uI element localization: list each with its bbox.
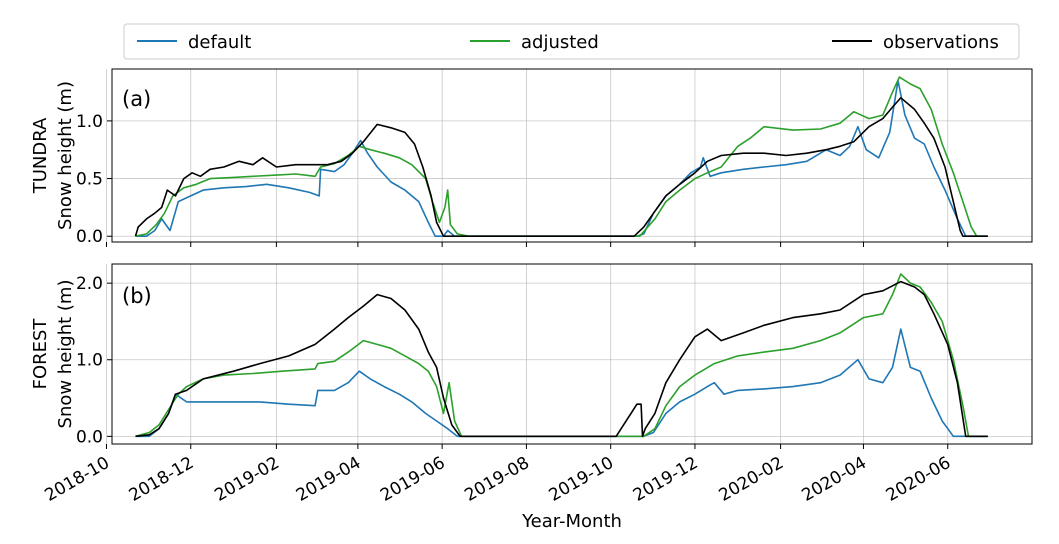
x-tick-label: 2019-12	[630, 453, 702, 506]
y-tick-label: 2.0	[76, 274, 103, 294]
series-line-tundra-observations	[134, 97, 988, 237]
x-tick-label: 2019-08	[461, 453, 533, 506]
panel-tundra-x-tick-marks	[105, 242, 949, 247]
x-tick-label: 2019-10	[546, 453, 618, 506]
panel-tundra-ylabel-line1: TUNDRA	[30, 117, 51, 194]
x-tick-labels: 2018-10 2018-12 2019-02 2019-04 2019-06 2019-…	[41, 453, 954, 506]
x-axis-title: Year-Month	[521, 511, 622, 532]
y-tick-label: 0.0	[76, 227, 103, 247]
y-tick-label: 1.0	[76, 351, 103, 371]
legend-label-observations: observations	[883, 32, 999, 53]
y-tick-label: 0.0	[76, 427, 103, 447]
panel-forest-ylabel-line1: FOREST	[30, 318, 51, 390]
legend-label-default: default	[188, 32, 251, 53]
panel-tundra-ylabel-line2: Snow height (m)	[55, 81, 76, 230]
panel-tundra-y-ticks: 0.0 0.5 1.0	[76, 112, 112, 247]
y-tick-label: 0.5	[76, 170, 103, 190]
panel-forest-series	[135, 273, 988, 438]
series-line-forest-default	[135, 328, 988, 438]
x-tick-label: 2020-06	[883, 453, 955, 506]
panel-forest-y-ticks: 0.0 1.0 2.0	[76, 274, 112, 447]
panel-forest-x-tick-marks	[105, 444, 949, 449]
panel-tundra-label: (a)	[122, 87, 151, 111]
legend-label-adjusted: adjusted	[521, 32, 599, 53]
y-tick-label: 1.0	[76, 112, 103, 132]
x-tick-label: 2019-06	[377, 453, 449, 506]
x-tick-label: 2020-04	[798, 453, 870, 506]
panel-tundra-grid	[106, 69, 1032, 242]
panel-forest-frame	[111, 263, 1033, 445]
panel-forest-label: (b)	[122, 284, 152, 308]
x-tick-label: 2020-02	[716, 453, 788, 506]
x-tick-label: 2019-02	[211, 453, 283, 506]
legend-frame	[123, 23, 1020, 60]
legend: default adjusted observations	[123, 23, 1020, 60]
x-tick-label: 2018-12	[126, 453, 198, 506]
x-tick-label: 2018-10	[41, 453, 113, 506]
x-tick-label: 2019-04	[293, 453, 365, 506]
panel-tundra-series	[134, 76, 988, 237]
series-line-forest-observations	[135, 280, 988, 438]
panel-forest-grid	[106, 264, 1032, 444]
series-line-tundra-adjusted	[135, 76, 988, 237]
series-line-forest-adjusted	[135, 273, 988, 438]
panel-forest: 0.0 1.0 2.0 (b) FOREST Snow height (m)	[30, 263, 1033, 449]
panel-forest-ylabel-line2: Snow height (m)	[55, 280, 76, 429]
panel-tundra: 0.0 0.5 1.0 (a) TUNDRA Snow height (m)	[30, 68, 1033, 247]
panel-tundra-frame	[111, 68, 1033, 243]
